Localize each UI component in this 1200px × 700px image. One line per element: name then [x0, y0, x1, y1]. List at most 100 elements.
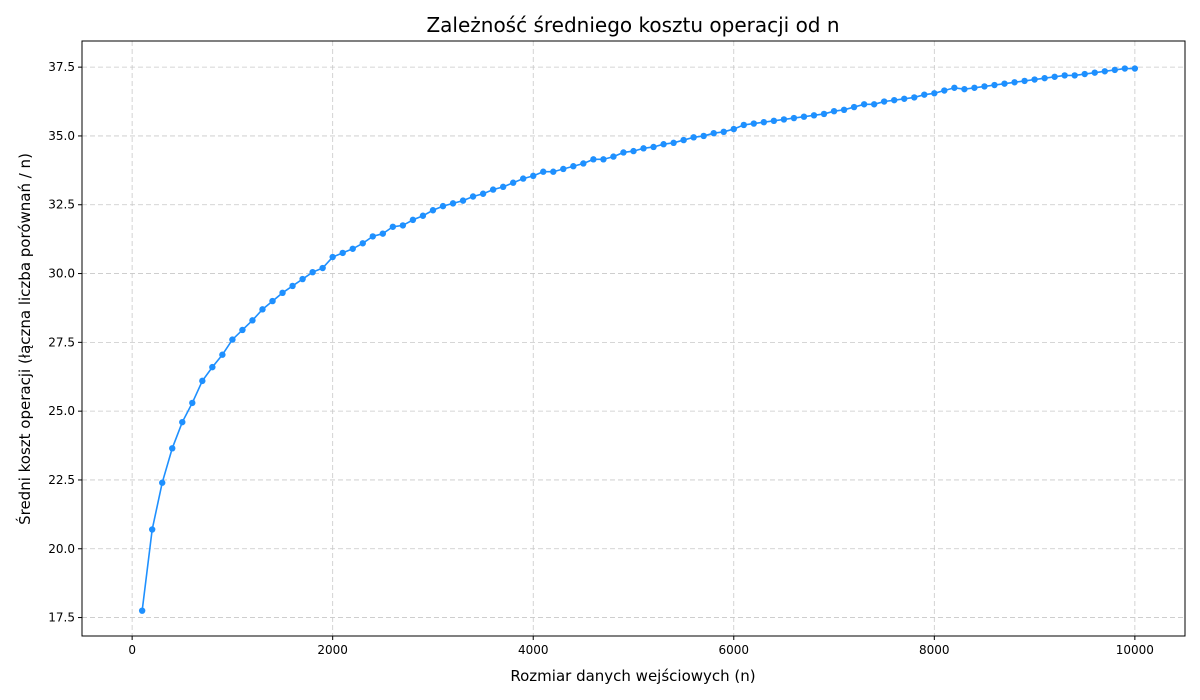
data-point [570, 163, 577, 170]
data-point [911, 94, 918, 101]
data-point [299, 275, 306, 283]
data-point [339, 249, 346, 257]
data-point [1091, 69, 1098, 76]
data-point [770, 117, 778, 125]
plot-frame [81, 40, 1186, 637]
data-point [479, 190, 487, 197]
data-point [830, 107, 838, 115]
data-point [720, 128, 727, 136]
y-tick-label: 27.5 [48, 335, 75, 349]
data-point [379, 230, 387, 237]
x-tick-label: 10000 [1116, 643, 1154, 657]
data-point [700, 132, 707, 140]
y-axis: 17.5 20.0 22.5 25.0 27.5 30.0 32.5 35.0 37.5 [48, 60, 82, 625]
data-point [219, 351, 226, 358]
data-point [189, 399, 196, 407]
data-point [880, 98, 888, 105]
data-point [760, 118, 768, 126]
data-point [309, 268, 316, 276]
data-point [359, 240, 366, 247]
x-tick-label: 8000 [919, 643, 950, 657]
data-point [148, 526, 156, 533]
data-point [1101, 68, 1108, 75]
y-tick-label: 22.5 [48, 473, 75, 487]
chart-title: Zależność średniego kosztu operacji od n [426, 13, 839, 37]
data-point [590, 156, 597, 163]
data-point [800, 113, 808, 120]
x-axis-label: Rozmiar danych wejściowych (n) [510, 667, 755, 685]
data-point [469, 193, 477, 200]
data-point [259, 306, 266, 313]
x-tick-label: 4000 [518, 643, 549, 657]
data-point [610, 153, 617, 160]
data-point [239, 326, 246, 334]
data-point [1021, 77, 1028, 85]
data-point [560, 165, 567, 173]
data-point [509, 179, 517, 186]
data-point [991, 81, 998, 89]
data-point [850, 103, 858, 111]
data-point [870, 101, 878, 108]
grid [82, 41, 1185, 636]
data-point [670, 139, 677, 147]
y-tick-label: 32.5 [48, 198, 75, 212]
y-tick-label: 17.5 [48, 611, 75, 625]
data-point [530, 172, 537, 180]
data-point [138, 607, 146, 614]
data-point [860, 101, 868, 108]
data-point [209, 363, 216, 371]
data-point [1051, 73, 1058, 80]
data-point [640, 145, 647, 152]
data-point [489, 186, 497, 193]
data-point [349, 245, 356, 252]
data-point [199, 377, 206, 385]
data-point [1111, 66, 1119, 74]
x-tick-label: 2000 [317, 643, 348, 657]
data-point [279, 289, 286, 297]
data-point [931, 90, 938, 97]
data-point [650, 143, 657, 151]
data-point [680, 136, 687, 144]
data-point [269, 297, 276, 305]
data-point [229, 336, 236, 343]
data-point [1001, 80, 1008, 87]
data-point [550, 168, 557, 175]
x-tick-label: 0 [128, 643, 136, 657]
data-point [951, 84, 958, 91]
data-point [780, 116, 788, 123]
data-point [921, 91, 928, 98]
data-point [319, 264, 326, 272]
data-point [289, 282, 296, 290]
series-layer [138, 65, 1139, 614]
data-point [520, 175, 527, 182]
data-point [1131, 65, 1139, 72]
y-axis-label: Średni koszt operacji (łączna liczba por… [15, 153, 34, 525]
data-point [660, 141, 667, 148]
data-point [901, 95, 908, 102]
y-tick-label: 20.0 [48, 542, 75, 556]
series-line [141, 67, 1135, 611]
data-point [459, 197, 467, 204]
data-point [1061, 72, 1068, 79]
data-point [580, 160, 587, 167]
data-point [820, 110, 828, 118]
data-point [389, 223, 397, 230]
data-point [1011, 79, 1018, 86]
data-point [419, 212, 427, 219]
data-point [730, 125, 737, 133]
data-point [449, 200, 457, 207]
data-point [810, 112, 818, 119]
data-point [630, 147, 637, 155]
data-point [329, 253, 336, 261]
data-point [1031, 76, 1038, 83]
data-point [620, 149, 627, 156]
data-point [690, 134, 697, 141]
data-point [159, 479, 166, 486]
data-point [1121, 65, 1129, 72]
data-point [790, 114, 798, 122]
data-point [169, 445, 176, 452]
data-point [961, 85, 968, 93]
x-axis: 0 2000 4000 6000 8000 10000 [128, 636, 1154, 657]
